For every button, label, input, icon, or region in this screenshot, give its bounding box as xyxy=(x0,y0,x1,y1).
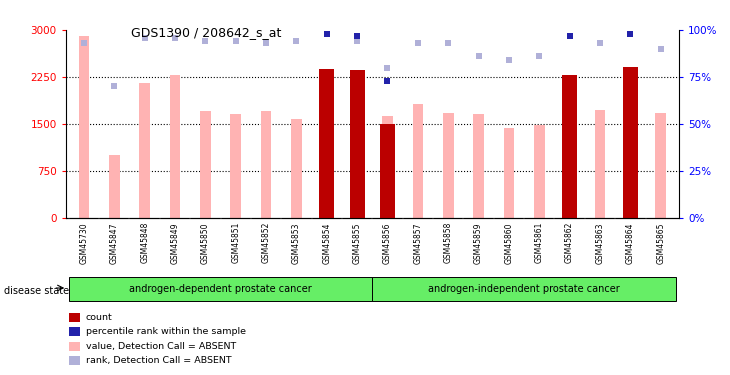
Bar xyxy=(372,277,676,301)
Bar xyxy=(319,69,334,218)
Bar xyxy=(139,83,150,218)
Text: GSM45859: GSM45859 xyxy=(474,222,483,264)
Bar xyxy=(69,327,80,336)
Bar xyxy=(291,119,301,218)
Bar xyxy=(200,111,211,218)
Bar xyxy=(69,313,80,322)
Bar xyxy=(69,356,80,365)
Bar xyxy=(412,104,423,218)
Text: percentile rank within the sample: percentile rank within the sample xyxy=(85,327,245,336)
Bar xyxy=(595,110,605,218)
Text: androgen-independent prostate cancer: androgen-independent prostate cancer xyxy=(429,284,620,294)
Text: GSM45863: GSM45863 xyxy=(596,222,604,264)
Text: GSM45856: GSM45856 xyxy=(383,222,392,264)
Bar xyxy=(109,155,120,218)
Text: value, Detection Call = ABSENT: value, Detection Call = ABSENT xyxy=(85,342,236,351)
Bar xyxy=(534,125,545,217)
Bar xyxy=(231,114,241,218)
Text: GSM45860: GSM45860 xyxy=(504,222,513,264)
Text: disease state: disease state xyxy=(4,286,69,296)
Text: rank, Detection Call = ABSENT: rank, Detection Call = ABSENT xyxy=(85,356,231,365)
Text: count: count xyxy=(85,313,112,322)
Bar xyxy=(504,128,514,217)
Bar xyxy=(443,112,453,218)
Text: GSM45857: GSM45857 xyxy=(413,222,423,264)
Text: GSM45853: GSM45853 xyxy=(292,222,301,264)
Text: GSM45847: GSM45847 xyxy=(110,222,119,264)
Bar xyxy=(623,67,638,218)
Bar xyxy=(473,114,484,218)
Text: GSM45852: GSM45852 xyxy=(261,222,271,263)
Text: GSM45854: GSM45854 xyxy=(322,222,331,264)
Text: GSM45849: GSM45849 xyxy=(171,222,180,264)
Text: GSM45862: GSM45862 xyxy=(565,222,574,263)
Text: GSM45855: GSM45855 xyxy=(353,222,361,264)
Bar xyxy=(69,342,80,351)
Bar xyxy=(69,277,372,301)
Bar xyxy=(383,116,393,218)
Bar xyxy=(656,112,666,218)
Bar xyxy=(169,75,180,217)
Bar xyxy=(562,75,577,217)
Bar xyxy=(350,70,365,217)
Text: GSM45848: GSM45848 xyxy=(140,222,149,263)
Text: GDS1390 / 208642_s_at: GDS1390 / 208642_s_at xyxy=(131,26,282,39)
Bar xyxy=(79,36,89,218)
Text: GSM45858: GSM45858 xyxy=(444,222,453,263)
Text: GSM45730: GSM45730 xyxy=(80,222,88,264)
Bar xyxy=(352,114,362,218)
Text: GSM45851: GSM45851 xyxy=(231,222,240,263)
Text: GSM45865: GSM45865 xyxy=(656,222,665,264)
Bar xyxy=(380,124,395,217)
Text: GSM45864: GSM45864 xyxy=(626,222,635,264)
Bar xyxy=(261,111,272,218)
Text: GSM45850: GSM45850 xyxy=(201,222,210,264)
Text: GSM45861: GSM45861 xyxy=(535,222,544,263)
Text: androgen-dependent prostate cancer: androgen-dependent prostate cancer xyxy=(129,284,312,294)
